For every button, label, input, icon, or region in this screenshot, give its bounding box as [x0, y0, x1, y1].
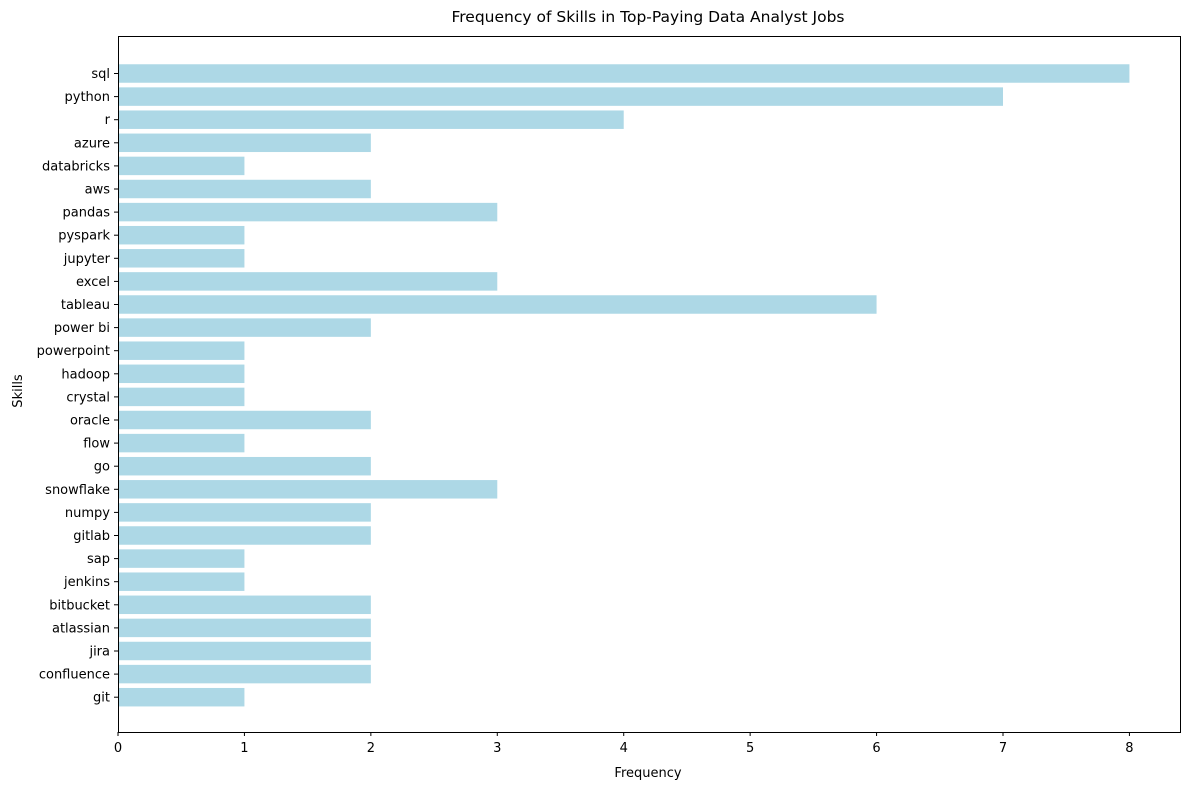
y-tick-label: hadoop	[61, 367, 110, 382]
bar-hadoop	[118, 364, 245, 384]
y-tick-label: powerpoint	[37, 344, 110, 359]
x-tick-label: 5	[746, 741, 754, 756]
bar-git	[118, 687, 245, 707]
y-tick-label: go	[94, 460, 110, 475]
y-tick-label: atlassian	[52, 621, 110, 636]
y-tick-label: sql	[91, 67, 110, 82]
x-tick-label: 8	[1125, 741, 1133, 756]
bar-crystal	[118, 387, 245, 407]
y-tick-label: jupyter	[63, 252, 111, 267]
bar-pyspark	[118, 225, 245, 245]
bar-go	[118, 456, 371, 476]
bar-sql	[118, 64, 1130, 83]
plot-frame	[118, 36, 1181, 733]
bar-power-bi	[118, 318, 371, 337]
y-tick-label: gitlab	[73, 529, 110, 544]
bar-aws	[118, 179, 371, 199]
bar-snowflake	[118, 480, 498, 499]
x-tick-label: 3	[493, 741, 501, 756]
bar-jupyter	[118, 249, 245, 268]
bar-oracle	[118, 410, 371, 430]
y-tick-label: tableau	[61, 298, 110, 313]
y-tick-label: jenkins	[63, 575, 110, 590]
x-tick-label: 4	[620, 741, 628, 756]
y-tick-label: excel	[76, 275, 110, 290]
x-tick-label: 6	[872, 741, 880, 756]
y-tick-label: aws	[85, 183, 111, 198]
bar-atlassian	[118, 618, 371, 638]
bar-sap	[118, 549, 245, 568]
y-tick-label: numpy	[65, 506, 110, 521]
bar-azure	[118, 133, 371, 153]
bar-tableau	[118, 295, 877, 314]
bar-databricks	[118, 156, 245, 176]
x-tick-label: 2	[367, 741, 375, 756]
bar-jenkins	[118, 572, 245, 591]
y-tick-label: snowflake	[45, 483, 110, 498]
y-axis-label: Skills	[11, 374, 26, 408]
bar-confluence	[118, 664, 371, 684]
bar-gitlab	[118, 526, 371, 545]
y-tick-label: jira	[88, 645, 110, 660]
x-tick-label: 1	[240, 741, 248, 756]
x-axis-label: Frequency	[614, 766, 681, 781]
y-tick-label: databricks	[42, 159, 110, 174]
y-tick-label: crystal	[66, 390, 110, 405]
bar-excel	[118, 272, 498, 291]
bar-numpy	[118, 503, 371, 522]
y-tick-label: azure	[74, 136, 110, 151]
y-tick-label: git	[93, 691, 110, 706]
y-tick-label: bitbucket	[49, 598, 110, 613]
y-tick-label: r	[105, 113, 111, 128]
bar-pandas	[118, 202, 498, 222]
y-tick-label: pandas	[63, 206, 111, 221]
y-tick-label: python	[65, 90, 110, 105]
y-tick-label: sap	[87, 552, 110, 567]
bar-powerpoint	[118, 341, 245, 360]
bar-bitbucket	[118, 595, 371, 615]
bar-python	[118, 87, 1003, 106]
x-tick-label: 0	[114, 741, 122, 756]
x-axis: 0 1 2 3 4 5 6 7 8	[114, 732, 1134, 756]
x-tick-label: 7	[999, 741, 1007, 756]
bars	[118, 64, 1130, 707]
y-tick-label: power bi	[54, 321, 110, 336]
bar-flow	[118, 433, 245, 453]
chart-title: Frequency of Skills in Top-Paying Data A…	[451, 8, 844, 26]
y-tick-label: confluence	[39, 668, 110, 683]
bar-jira	[118, 641, 371, 661]
bar-r	[118, 110, 624, 129]
y-tick-label: oracle	[70, 414, 110, 429]
y-tick-label: flow	[83, 437, 110, 452]
y-axis: sql python r azure databricks aws pandas pyspar…	[37, 67, 118, 706]
y-tick-label: pyspark	[58, 229, 110, 244]
